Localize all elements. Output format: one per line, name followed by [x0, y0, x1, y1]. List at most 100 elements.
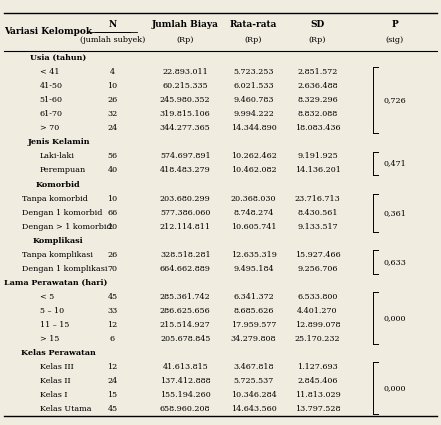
Text: 14.136.201: 14.136.201 [295, 167, 340, 175]
Text: 14.643.560: 14.643.560 [231, 405, 277, 414]
Text: 41.613.815: 41.613.815 [162, 363, 208, 371]
Text: SD: SD [310, 20, 325, 29]
Text: 45: 45 [108, 293, 117, 301]
Text: 15: 15 [108, 391, 117, 400]
Text: 22.893.011: 22.893.011 [162, 68, 208, 76]
Text: 2.636.488: 2.636.488 [297, 82, 338, 90]
Text: 8.832.088: 8.832.088 [297, 110, 338, 118]
Text: 0,000: 0,000 [383, 314, 406, 322]
Text: 3.467.818: 3.467.818 [233, 363, 274, 371]
Text: 212.114.811: 212.114.811 [160, 223, 211, 231]
Text: 14.344.890: 14.344.890 [231, 125, 277, 132]
Text: 13.797.528: 13.797.528 [295, 405, 340, 414]
Text: 20.368.030: 20.368.030 [231, 195, 277, 203]
Text: 664.662.889: 664.662.889 [160, 265, 211, 273]
Text: Perempuan: Perempuan [40, 167, 86, 175]
Text: 41-50: 41-50 [40, 82, 63, 90]
Text: 9.191.925: 9.191.925 [297, 153, 338, 160]
Text: 20: 20 [108, 223, 117, 231]
Text: 56: 56 [108, 153, 117, 160]
Text: 5.723.253: 5.723.253 [233, 68, 274, 76]
Text: 9.994.222: 9.994.222 [233, 110, 274, 118]
Text: 10.462.082: 10.462.082 [231, 167, 277, 175]
Text: 4.401.270: 4.401.270 [297, 307, 338, 315]
Text: N: N [108, 20, 116, 29]
Text: < 5: < 5 [40, 293, 54, 301]
Text: 344.277.365: 344.277.365 [160, 125, 211, 132]
Text: 418.483.279: 418.483.279 [160, 167, 211, 175]
Text: (jumlah subyek): (jumlah subyek) [80, 37, 145, 44]
Text: 8.685.626: 8.685.626 [233, 307, 274, 315]
Text: 577.386.060: 577.386.060 [160, 209, 210, 217]
Text: 45: 45 [108, 405, 117, 414]
Text: 285.361.742: 285.361.742 [160, 293, 211, 301]
Text: 11.813.029: 11.813.029 [295, 391, 340, 400]
Text: (Rp): (Rp) [309, 37, 326, 44]
Text: 6: 6 [110, 335, 115, 343]
Text: 12: 12 [107, 363, 118, 371]
Text: 574.697.891: 574.697.891 [160, 153, 210, 160]
Text: Variasi Kelompok: Variasi Kelompok [4, 27, 93, 37]
Text: 10: 10 [108, 195, 117, 203]
Text: Dengan 1 komorbid: Dengan 1 komorbid [22, 209, 102, 217]
Text: Kelas III: Kelas III [40, 363, 74, 371]
Text: 9.460.783: 9.460.783 [233, 96, 274, 104]
Text: 1.127.693: 1.127.693 [297, 363, 338, 371]
Text: 0,000: 0,000 [383, 384, 406, 392]
Text: 0,471: 0,471 [383, 159, 406, 167]
Text: 66: 66 [107, 209, 118, 217]
Text: 11 – 15: 11 – 15 [40, 321, 69, 329]
Text: 6.021.533: 6.021.533 [233, 82, 274, 90]
Text: 32: 32 [107, 110, 118, 118]
Text: 155.194.260: 155.194.260 [160, 391, 211, 400]
Text: 10.605.741: 10.605.741 [231, 223, 277, 231]
Text: 26: 26 [107, 251, 118, 259]
Text: 61-70: 61-70 [40, 110, 63, 118]
Text: 60.215.335: 60.215.335 [162, 82, 208, 90]
Text: 658.960.208: 658.960.208 [160, 405, 210, 414]
Text: P: P [391, 20, 398, 29]
Text: 15.927.466: 15.927.466 [295, 251, 340, 259]
Text: Lama Perawatan (hari): Lama Perawatan (hari) [4, 279, 108, 287]
Text: > 15: > 15 [40, 335, 59, 343]
Text: 205.678.845: 205.678.845 [160, 335, 210, 343]
Text: 215.514.927: 215.514.927 [160, 321, 211, 329]
Text: 9.495.184: 9.495.184 [233, 265, 274, 273]
Text: 328.518.281: 328.518.281 [160, 251, 210, 259]
Text: 8.430.561: 8.430.561 [297, 209, 338, 217]
Text: 5 – 10: 5 – 10 [40, 307, 64, 315]
Text: (Rp): (Rp) [245, 37, 262, 44]
Text: 2.845.406: 2.845.406 [297, 377, 338, 385]
Text: 17.959.577: 17.959.577 [231, 321, 276, 329]
Text: 12.635.319: 12.635.319 [231, 251, 277, 259]
Text: 34.279.808: 34.279.808 [231, 335, 277, 343]
Text: (sig): (sig) [385, 37, 404, 44]
Text: Kelas I: Kelas I [40, 391, 67, 400]
Text: 5.725.537: 5.725.537 [233, 377, 274, 385]
Text: 12.899.078: 12.899.078 [295, 321, 340, 329]
Text: Dengan 1 komplikasi: Dengan 1 komplikasi [22, 265, 108, 273]
Text: 203.680.299: 203.680.299 [160, 195, 211, 203]
Text: 2.851.572: 2.851.572 [297, 68, 338, 76]
Text: 70: 70 [108, 265, 117, 273]
Text: 23.716.713: 23.716.713 [295, 195, 340, 203]
Text: 10.346.284: 10.346.284 [231, 391, 277, 400]
Text: 319.815.106: 319.815.106 [160, 110, 211, 118]
Text: 4: 4 [110, 68, 115, 76]
Text: 8.748.274: 8.748.274 [233, 209, 274, 217]
Text: 40: 40 [108, 167, 117, 175]
Text: > 70: > 70 [40, 125, 59, 132]
Text: Tanpa komplikasi: Tanpa komplikasi [22, 251, 93, 259]
Text: 10.262.462: 10.262.462 [231, 153, 277, 160]
Text: 25.170.232: 25.170.232 [295, 335, 340, 343]
Text: 9.133.517: 9.133.517 [297, 223, 338, 231]
Text: (Rp): (Rp) [176, 37, 194, 44]
Text: 6.341.372: 6.341.372 [233, 293, 274, 301]
Text: Komplikasi: Komplikasi [33, 237, 84, 245]
Text: Jenis Kelamin: Jenis Kelamin [27, 139, 90, 146]
Text: Dengan > 1 komorbid: Dengan > 1 komorbid [22, 223, 112, 231]
Text: 24: 24 [107, 377, 118, 385]
Text: 24: 24 [107, 125, 118, 132]
Text: Jumlah Biaya: Jumlah Biaya [152, 20, 219, 29]
Text: 12: 12 [107, 321, 118, 329]
